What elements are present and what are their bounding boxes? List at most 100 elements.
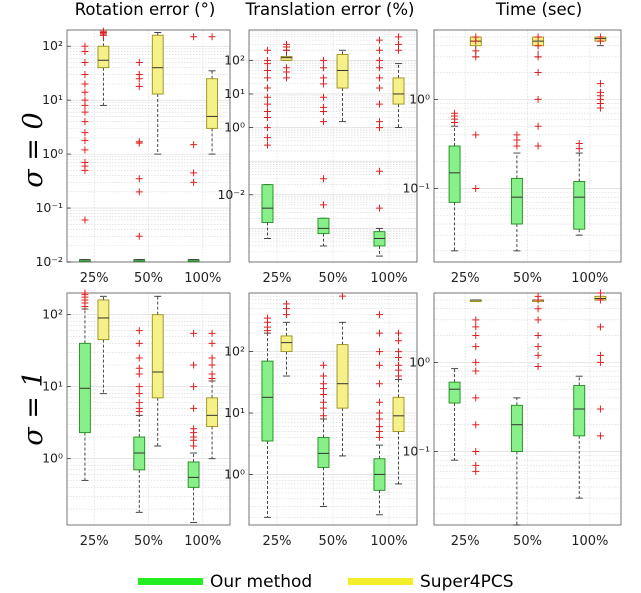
- box-our-method: [317, 217, 330, 235]
- outlier-super4pcs: [596, 296, 604, 304]
- outlier-super4pcs: [283, 311, 291, 319]
- xtick-label: 100%: [184, 271, 221, 286]
- outlier-our-method: [190, 178, 198, 186]
- outlier-super4pcs: [208, 339, 216, 347]
- outlier-our-method: [319, 404, 327, 412]
- ytick-label: 10²: [42, 307, 63, 322]
- outlier-our-method: [263, 56, 271, 64]
- ytick-label: 10⁰: [224, 120, 245, 135]
- legend-label-super4pcs: Super4PCS: [420, 572, 514, 592]
- outlier-our-method: [81, 146, 89, 154]
- outlier-super4pcs: [472, 185, 480, 193]
- outlier-super4pcs: [208, 33, 216, 41]
- outlier-super4pcs: [596, 289, 604, 297]
- outlier-super4pcs: [472, 461, 480, 469]
- xtick-label: 25%: [451, 534, 480, 549]
- outlier-our-method: [375, 118, 383, 126]
- outlier-super4pcs: [534, 33, 542, 41]
- box-our-method: [187, 461, 200, 488]
- outlier-our-method: [263, 46, 271, 54]
- outlier-our-method: [319, 380, 327, 388]
- box-super4pcs: [336, 53, 349, 89]
- box-super4pcs: [97, 299, 110, 341]
- outlier-super4pcs: [283, 64, 291, 72]
- outlier-our-method: [190, 425, 198, 433]
- outlier-our-method: [81, 58, 89, 66]
- outlier-our-method: [375, 204, 383, 212]
- outlier-super4pcs: [472, 367, 480, 375]
- outlier-our-method: [135, 58, 143, 66]
- panel-6: 10⁻¹ 10⁰ 25% 50% 100%: [402, 289, 622, 549]
- outlier-super4pcs: [472, 47, 480, 55]
- legend-swatch-super4pcs: [348, 578, 413, 585]
- outlier-super4pcs: [534, 122, 542, 130]
- outlier-super4pcs: [208, 361, 216, 369]
- outlier-our-method: [375, 423, 383, 431]
- outlier-super4pcs: [534, 351, 542, 359]
- axes-frame: [433, 29, 622, 263]
- box-super4pcs: [280, 56, 293, 61]
- outlier-our-method: [375, 64, 383, 72]
- outlier-super4pcs: [534, 362, 542, 370]
- outlier-super4pcs: [208, 329, 216, 337]
- box-our-method: [261, 360, 274, 442]
- ytick-label: 10⁻¹: [35, 200, 63, 215]
- outlier-our-method: [81, 80, 89, 88]
- outlier-super4pcs: [472, 323, 480, 331]
- box-our-method: [448, 145, 461, 203]
- outlier-our-method: [263, 108, 271, 116]
- outlier-super4pcs: [596, 88, 604, 96]
- outlier-super4pcs: [534, 292, 542, 300]
- ytick-label: 10⁻¹: [402, 181, 430, 196]
- outlier-our-method: [263, 113, 271, 121]
- outlier-our-method: [81, 108, 89, 116]
- outlier-super4pcs: [534, 332, 542, 340]
- outlier-our-method: [263, 314, 271, 322]
- outlier-our-method: [190, 383, 198, 391]
- outlier-our-method: [319, 201, 327, 209]
- outlier-super4pcs: [395, 33, 403, 41]
- outlier-our-method: [319, 80, 327, 88]
- xtick-label: 100%: [571, 271, 608, 286]
- outlier-our-method: [513, 131, 521, 139]
- ytick-label: 10¹: [224, 405, 245, 420]
- box-super4pcs: [280, 335, 293, 353]
- ytick-label: 10⁻²: [35, 254, 63, 269]
- xtick-label: 100%: [184, 534, 221, 549]
- outlier-super4pcs: [472, 343, 480, 351]
- outlier-our-method: [375, 74, 383, 82]
- outlier-our-method: [319, 372, 327, 380]
- outlier-our-method: [190, 141, 198, 149]
- ytick-label: 10⁰: [42, 146, 63, 161]
- outlier-super4pcs: [534, 53, 542, 61]
- xtick-label: 25%: [263, 534, 292, 549]
- outlier-super4pcs: [339, 292, 347, 300]
- ytick-label: 10²: [224, 344, 245, 359]
- xtick-label: 100%: [370, 271, 407, 286]
- outlier-our-method: [375, 124, 383, 132]
- outlier-super4pcs: [596, 33, 604, 41]
- outlier-super4pcs: [472, 131, 480, 139]
- outlier-our-method: [81, 88, 89, 96]
- outlier-our-method: [190, 329, 198, 337]
- panels: 10⁻² 10⁻¹ 10⁰ 10¹ 10² 25% 50% 100% 10⁻² 10⁰ 10¹ 10²…: [35, 27, 622, 549]
- outlier-our-method: [135, 339, 143, 347]
- axes-frame: [248, 29, 418, 263]
- outlier-our-method: [375, 100, 383, 108]
- col-title-time: Time (sec): [495, 0, 582, 19]
- outlier-our-method: [263, 66, 271, 74]
- outlier-super4pcs: [472, 421, 480, 429]
- outlier-our-method: [319, 175, 327, 183]
- panel-5: 10⁰ 10¹ 10² 25% 50% 100%: [224, 292, 418, 549]
- outlier-super4pcs: [472, 332, 480, 340]
- outlier-super4pcs: [472, 358, 480, 366]
- outlier-our-method: [135, 82, 143, 90]
- outlier-super4pcs: [472, 316, 480, 324]
- xtick-label: 50%: [513, 534, 542, 549]
- axes-frame: [248, 292, 418, 526]
- axes-frame: [66, 292, 231, 526]
- outlier-super4pcs: [534, 316, 542, 324]
- outlier-our-method: [375, 380, 383, 388]
- col-title-rotation: Rotation error (°): [75, 0, 216, 19]
- outlier-super4pcs: [472, 53, 480, 61]
